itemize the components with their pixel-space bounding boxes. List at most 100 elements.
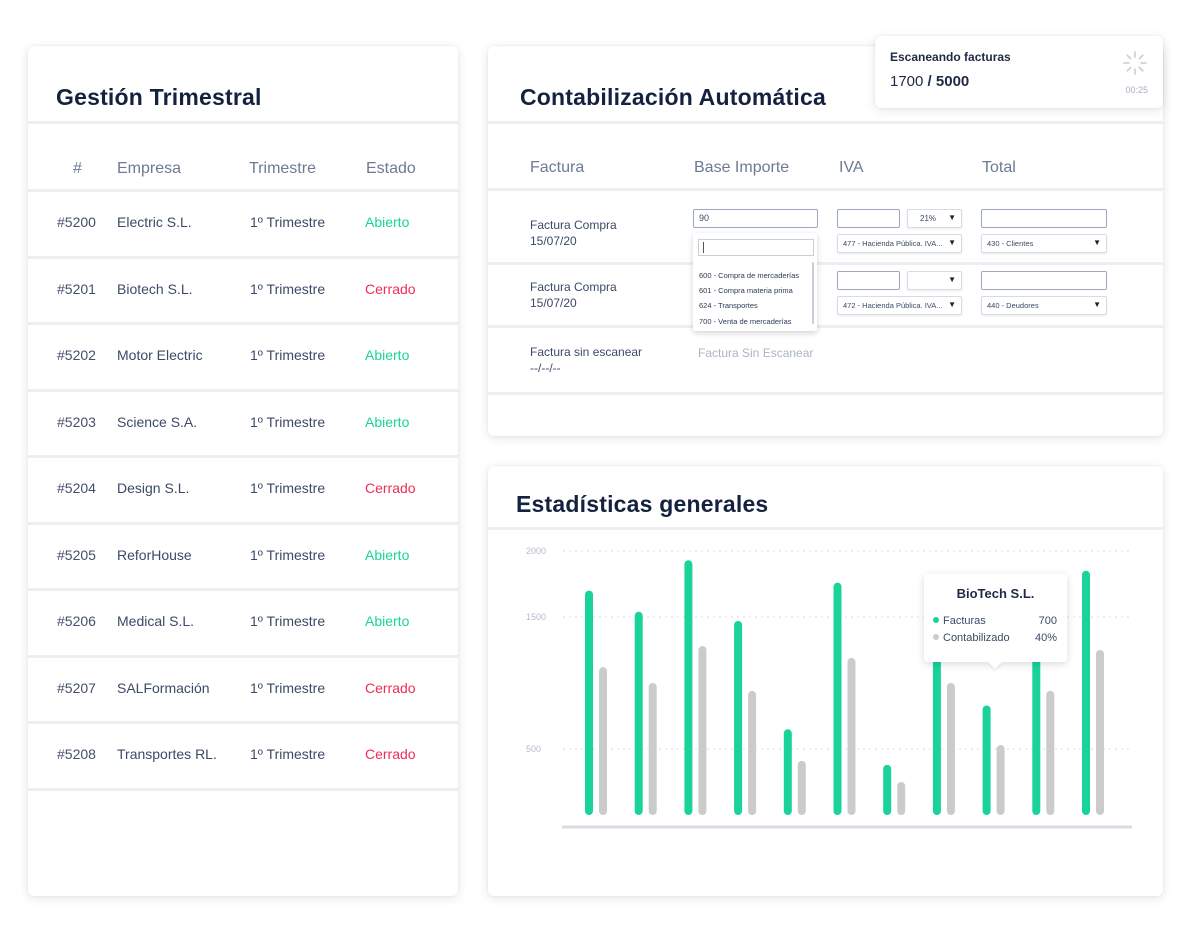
factura-row1-label: Factura Compra — [530, 218, 617, 232]
scan-separator: / — [927, 73, 932, 90]
dropdown-option[interactable]: 700 - Venta de mercaderías — [699, 317, 792, 326]
dropdown-option[interactable]: 624 - Transportes — [699, 301, 758, 310]
row-id: #5208 — [57, 746, 96, 762]
col-header-iva: IVA — [839, 159, 864, 176]
row-empresa: ReforHouse — [117, 546, 192, 563]
legend-dot-facturas — [933, 617, 939, 623]
bar-facturas[interactable] — [783, 729, 792, 815]
scan-progress-popup: Escaneando facturas 1700 / 5000 00:25 — [875, 36, 1163, 108]
chevron-down-icon: ▼ — [1093, 238, 1101, 247]
factura-row3-date: --/--/-- — [530, 361, 561, 375]
total-account-select-row1[interactable]: 430 - Clientes ▼ — [981, 234, 1107, 253]
tooltip-value: 40% — [1034, 632, 1057, 644]
iva-percent-select-row2[interactable]: ▼ — [907, 271, 962, 290]
loading-spinner-icon — [1123, 51, 1147, 75]
scan-count: 1700 / 5000 — [890, 73, 969, 90]
row-id: #5204 — [57, 480, 96, 496]
col-header-estado: Estado — [366, 160, 416, 177]
dropdown-scrollbar[interactable] — [812, 262, 814, 324]
bar-contabilizado[interactable] — [847, 657, 856, 815]
col-header-trimestre: Trimestre — [249, 160, 316, 177]
scan-title: Escaneando facturas — [890, 50, 1011, 64]
gestion-card: Gestión Trimestral # Empresa Trimestre E… — [28, 46, 458, 896]
row-divider — [28, 388, 458, 392]
bar-contabilizado[interactable] — [996, 745, 1005, 815]
iva-account-select-row1[interactable]: 477 - Hacienda Pública. IVA... ▼ — [837, 234, 962, 253]
bar-contabilizado[interactable] — [946, 683, 955, 815]
bar-contabilizado[interactable] — [599, 667, 607, 815]
bar-contabilizado[interactable] — [698, 646, 707, 815]
row-id: #5200 — [57, 214, 96, 230]
total-account-select-row2[interactable]: 440 - Deudores ▼ — [981, 296, 1107, 315]
bar-facturas[interactable] — [634, 611, 643, 815]
bar-facturas[interactable] — [833, 582, 842, 815]
row-trimestre: 1º Trimestre — [250, 613, 326, 629]
bar-contabilizado[interactable] — [648, 683, 657, 815]
account-dropdown-menu: 600 - Compra de mercaderías 601 - Compra… — [693, 233, 817, 331]
bar-contabilizado[interactable] — [897, 782, 906, 815]
bar-contabilizado[interactable] — [748, 690, 757, 815]
row-empresa: Medical S.L. — [117, 613, 195, 629]
iva-input-row1[interactable] — [837, 209, 900, 228]
row-divider — [28, 721, 458, 724]
bar-facturas[interactable] — [1032, 620, 1041, 815]
bar-contabilizado[interactable] — [1096, 650, 1104, 815]
y-tick-label: 2000 — [526, 546, 546, 556]
tooltip-row-facturas: Facturas 700 — [933, 615, 1057, 627]
row-trimestre: 1º Trimestre — [250, 546, 326, 563]
factura-row2-label: Factura Compra — [530, 280, 617, 294]
dropdown-option[interactable]: 600 - Compra de mercaderías — [699, 271, 800, 280]
row-trimestre: 1º Trimestre — [250, 413, 326, 430]
row-trimestre: 1º Trimestre — [250, 679, 326, 696]
iva-account-value: 472 - Hacienda Pública. IVA... — [843, 301, 943, 310]
factura-row3-label: Factura sin escanear — [530, 345, 643, 359]
row-divider — [28, 455, 458, 458]
chevron-down-icon: ▼ — [948, 213, 956, 222]
scan-total: 5000 — [935, 73, 970, 90]
bar-contabilizado[interactable] — [1046, 690, 1055, 815]
bar-contabilizado[interactable] — [797, 760, 806, 815]
chevron-down-icon: ▼ — [1093, 300, 1101, 309]
contab-card: Contabilización Automática Factura Base … — [488, 46, 1163, 436]
status-badge: Cerrado — [365, 480, 416, 496]
row-id: #5205 — [57, 546, 96, 563]
bar-facturas[interactable] — [1082, 570, 1090, 815]
gestion-title: Gestión Trimestral — [56, 84, 262, 110]
status-badge: Abierto — [365, 347, 410, 363]
row-id: #5201 — [57, 280, 96, 297]
status-badge: Abierto — [365, 214, 410, 230]
row-divider — [28, 654, 458, 658]
total-input-row2[interactable] — [981, 271, 1107, 290]
row-divider — [28, 255, 458, 259]
chart-tooltip: BioTech S.L. Facturas 700 Contabilizado … — [924, 574, 1067, 662]
status-badge: Cerrado — [365, 679, 416, 696]
iva-account-select-row2[interactable]: 472 - Hacienda Pública. IVA... ▼ — [837, 296, 962, 315]
bar-facturas[interactable] — [585, 590, 593, 815]
status-badge: Cerrado — [365, 280, 416, 297]
bar-facturas[interactable] — [684, 560, 693, 815]
bar-facturas[interactable] — [883, 764, 892, 815]
row-trimestre: 1º Trimestre — [250, 280, 326, 297]
row-id: #5203 — [57, 413, 96, 430]
dropdown-search-input[interactable] — [698, 239, 814, 256]
total-input-row1[interactable] — [981, 209, 1107, 228]
status-badge: Abierto — [365, 613, 410, 629]
row-id: #5202 — [57, 347, 96, 363]
row-empresa: Science S.A. — [117, 413, 198, 430]
bar-facturas[interactable] — [982, 705, 991, 815]
bar-facturas[interactable] — [734, 620, 743, 815]
iva-input-row2[interactable] — [837, 271, 900, 290]
base-importe-input[interactable]: 90 — [693, 209, 818, 228]
tooltip-value: 700 — [1038, 615, 1057, 627]
row-trimestre: 1º Trimestre — [250, 746, 326, 762]
dropdown-option[interactable]: 601 - Compra materia prima — [699, 286, 793, 295]
status-badge: Cerrado — [365, 746, 416, 762]
y-tick-label: 1500 — [526, 612, 546, 622]
row-empresa: Biotech S.L. — [117, 280, 193, 297]
row-id: #5207 — [57, 679, 96, 696]
iva-percent-select[interactable]: 21% ▼ — [907, 209, 962, 228]
bar-facturas[interactable] — [932, 611, 941, 815]
total-account-value: 430 - Clientes — [987, 239, 1034, 248]
chevron-down-icon: ▼ — [948, 275, 956, 284]
status-badge: Abierto — [365, 546, 410, 563]
